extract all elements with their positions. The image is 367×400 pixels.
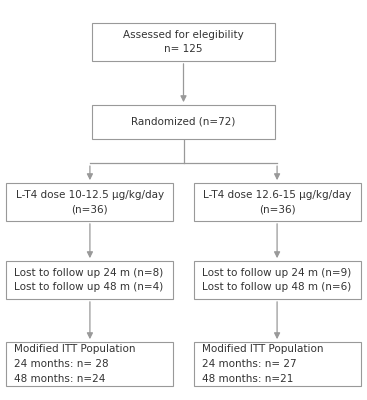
FancyBboxPatch shape	[194, 183, 360, 221]
Text: Modified ITT Population
24 months: n= 28
48 months: n=24: Modified ITT Population 24 months: n= 28…	[14, 344, 136, 384]
FancyBboxPatch shape	[194, 261, 360, 299]
Text: L-T4 dose 10-12.5 μg/kg/day
(n=36): L-T4 dose 10-12.5 μg/kg/day (n=36)	[16, 190, 164, 214]
FancyBboxPatch shape	[92, 105, 275, 139]
Text: Assessed for elegibility
n= 125: Assessed for elegibility n= 125	[123, 30, 244, 54]
FancyBboxPatch shape	[6, 183, 173, 221]
FancyBboxPatch shape	[6, 261, 173, 299]
Text: Modified ITT Population
24 months: n= 27
48 months: n=21: Modified ITT Population 24 months: n= 27…	[202, 344, 323, 384]
Text: L-T4 dose 12.6-15 μg/kg/day
(n=36): L-T4 dose 12.6-15 μg/kg/day (n=36)	[203, 190, 351, 214]
FancyBboxPatch shape	[6, 342, 173, 386]
FancyBboxPatch shape	[194, 342, 360, 386]
Text: Lost to follow up 24 m (n=8)
Lost to follow up 48 m (n=4): Lost to follow up 24 m (n=8) Lost to fol…	[14, 268, 164, 292]
Text: Lost to follow up 24 m (n=9)
Lost to follow up 48 m (n=6): Lost to follow up 24 m (n=9) Lost to fol…	[202, 268, 351, 292]
FancyBboxPatch shape	[92, 23, 275, 61]
Text: Randomized (n=72): Randomized (n=72)	[131, 117, 236, 127]
